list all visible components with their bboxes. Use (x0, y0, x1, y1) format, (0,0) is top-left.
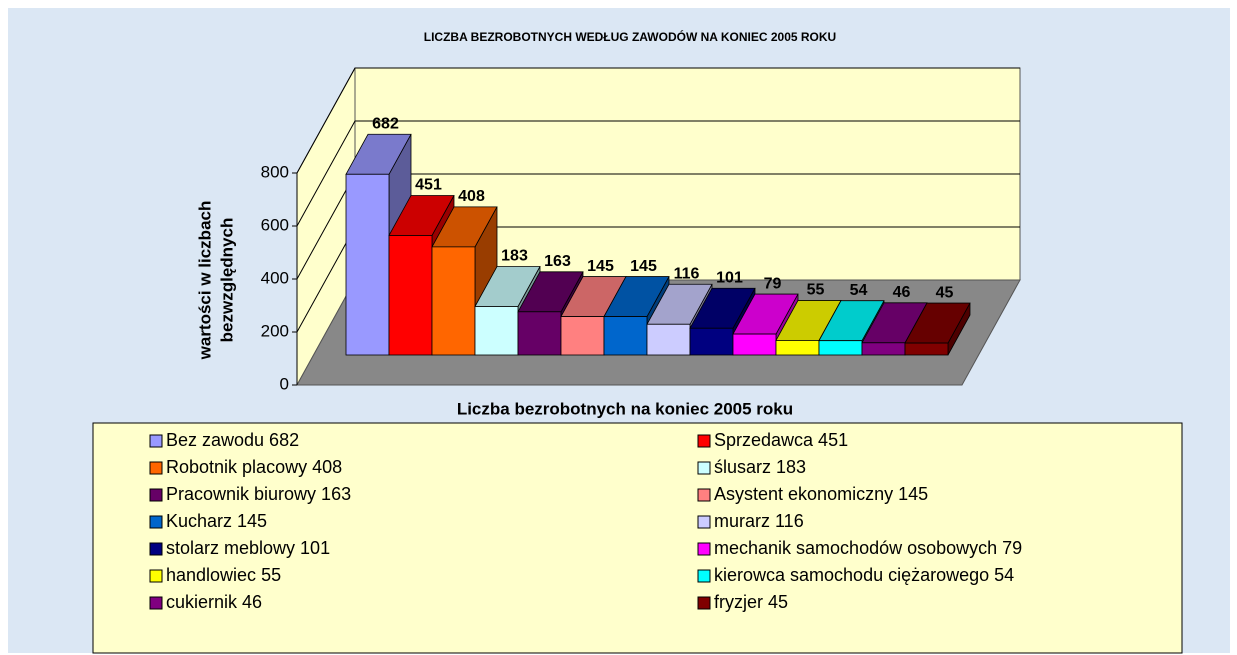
legend-label: ślusarz 183 (714, 457, 806, 477)
legend-label: stolarz meblowy 101 (166, 538, 330, 558)
y-tick-label: 400 (261, 268, 289, 287)
data-label: 408 (458, 188, 485, 205)
y-tick-label: 600 (261, 215, 289, 234)
legend-swatch (149, 488, 163, 502)
legend-label: Asystent ekonomiczny 145 (714, 484, 928, 504)
y-axis-title-line: wartości w liczbach (195, 201, 214, 361)
bar (904, 342, 949, 356)
legend-label: Robotnik placowy 408 (166, 457, 342, 477)
data-label: 116 (674, 265, 700, 282)
bar (560, 316, 605, 356)
legend-swatch (697, 515, 711, 529)
bar (517, 311, 562, 356)
bar (732, 333, 777, 356)
legend-swatch (697, 542, 711, 556)
data-label: 451 (415, 177, 442, 194)
legend-label: Sprzedawca 451 (714, 430, 848, 450)
legend-swatch (149, 596, 163, 610)
y-tick-label: 800 (261, 162, 289, 181)
data-label: 145 (587, 258, 614, 275)
data-label: 55 (807, 282, 825, 299)
bar (689, 327, 734, 356)
grid-line (296, 120, 1020, 227)
legend-label: handlowiec 55 (166, 565, 281, 585)
bar (646, 323, 691, 356)
legend-swatch (697, 461, 711, 475)
legend-swatch (697, 434, 711, 448)
legend-swatch (697, 596, 711, 610)
bar (775, 340, 820, 356)
legend-label: Kucharz 145 (166, 511, 267, 531)
legend-label: Bez zawodu 682 (166, 430, 299, 450)
y-tick-label: 0 (280, 374, 289, 393)
legend-swatch (697, 569, 711, 583)
data-label: 46 (893, 284, 911, 301)
y-tick-label: 200 (261, 321, 289, 340)
legend-swatch (149, 434, 163, 448)
legend-label: kierowca samochodu ciężarowego 54 (714, 565, 1014, 585)
legend-swatch (149, 515, 163, 529)
legend-swatch (149, 569, 163, 583)
bar (345, 173, 390, 356)
legend-swatch (149, 461, 163, 475)
legend-label: Pracownik biurowy 163 (166, 484, 351, 504)
legend-swatch (697, 488, 711, 502)
data-label: 682 (372, 115, 399, 132)
legend (92, 422, 1183, 654)
bar (861, 342, 906, 356)
data-label: 101 (716, 269, 743, 286)
x-axis-title: Liczba bezrobotnych na koniec 2005 roku (457, 399, 793, 418)
legend-label: cukiernik 46 (166, 592, 262, 612)
bar (388, 235, 433, 356)
data-label: 54 (850, 282, 868, 299)
bar (818, 340, 863, 356)
bar (474, 306, 519, 356)
data-label: 45 (936, 284, 954, 301)
data-label: 79 (764, 275, 782, 292)
bar (603, 316, 648, 356)
chart-title: LICZBA BEZROBOTNYCH WEDŁUG ZAWODÓW NA KO… (424, 29, 836, 44)
grid-line (296, 67, 1020, 174)
legend-swatch (149, 542, 163, 556)
legend-label: murarz 116 (714, 511, 804, 531)
data-label: 145 (630, 258, 657, 275)
y-axis-title: wartości w liczbach bezwzględnych (195, 201, 236, 361)
legend-label: mechanik samochodów osobowych 79 (714, 538, 1022, 558)
data-label: 163 (544, 253, 571, 270)
data-label: 183 (501, 248, 528, 265)
bar (431, 246, 476, 356)
legend-label: fryzjer 45 (714, 592, 788, 612)
y-axis-title-line: bezwzględnych (217, 218, 236, 343)
